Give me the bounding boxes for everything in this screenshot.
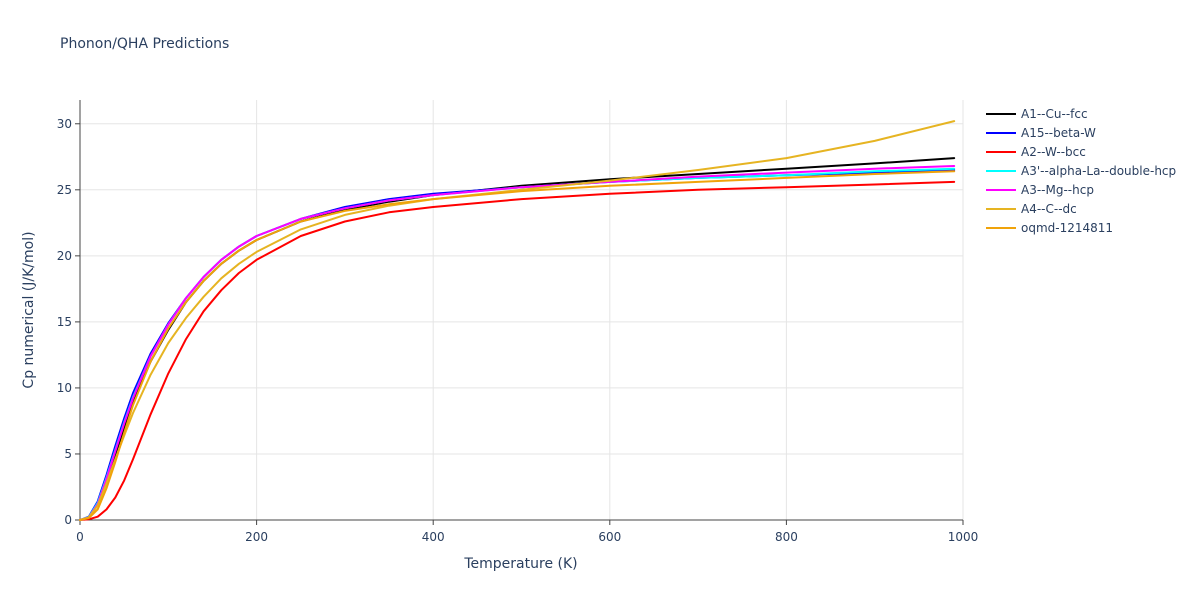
y-tick-label: 10 (57, 381, 72, 395)
x-tick-label: 600 (598, 530, 621, 544)
legend-label: oqmd-1214811 (1021, 221, 1113, 235)
x-tick-label: 400 (422, 530, 445, 544)
y-tick-label: 30 (57, 117, 72, 131)
legend-item[interactable]: A4--C--dc (986, 202, 1077, 216)
legend-label: A3'--alpha-La--double-hcp (1021, 164, 1176, 178)
legend-label: A2--W--bcc (1021, 145, 1086, 159)
legend[interactable]: A1--Cu--fcc A15--beta-W A2--W--bcc A3'--alp… (986, 107, 1176, 235)
series-line-5[interactable] (79, 120, 956, 521)
legend-item[interactable]: oqmd-1214811 (986, 221, 1113, 235)
x-ticks: 0 200 400 600 800 1000 (76, 520, 978, 544)
legend-label: A1--Cu--fcc (1021, 107, 1088, 121)
y-ticks: 0 5 10 15 20 25 30 (57, 117, 80, 527)
y-tick-label: 0 (64, 513, 72, 527)
x-tick-label: 200 (245, 530, 268, 544)
x-tick-label: 800 (775, 530, 798, 544)
legend-item[interactable]: A3--Mg--hcp (986, 183, 1094, 197)
y-tick-label: 5 (64, 447, 72, 461)
series-line-6[interactable] (79, 170, 956, 521)
series-lines (79, 120, 956, 521)
legend-label: A3--Mg--hcp (1021, 183, 1094, 197)
axes (79, 100, 963, 521)
series-line-0[interactable] (79, 157, 956, 521)
y-tick-label: 20 (57, 249, 72, 263)
gridlines (80, 100, 964, 520)
legend-item[interactable]: A1--Cu--fcc (986, 107, 1088, 121)
y-tick-label: 25 (57, 183, 72, 197)
y-axis-title: Cp numerical (J/K/mol) (21, 231, 37, 388)
series-line-1[interactable] (79, 169, 956, 521)
legend-label: A15--beta-W (1021, 126, 1096, 140)
legend-item[interactable]: A3'--alpha-La--double-hcp (986, 164, 1176, 178)
x-tick-label: 1000 (948, 530, 979, 544)
x-tick-label: 0 (76, 530, 84, 544)
legend-item[interactable]: A2--W--bcc (986, 145, 1086, 159)
y-tick-label: 15 (57, 315, 72, 329)
series-line-3[interactable] (79, 167, 956, 521)
legend-label: A4--C--dc (1021, 202, 1077, 216)
series-line-4[interactable] (79, 165, 956, 521)
chart-title: Phonon/QHA Predictions (60, 36, 230, 52)
legend-item[interactable]: A15--beta-W (986, 126, 1096, 140)
series-line-2[interactable] (79, 180, 956, 521)
x-axis-title: Temperature (K) (463, 556, 577, 572)
